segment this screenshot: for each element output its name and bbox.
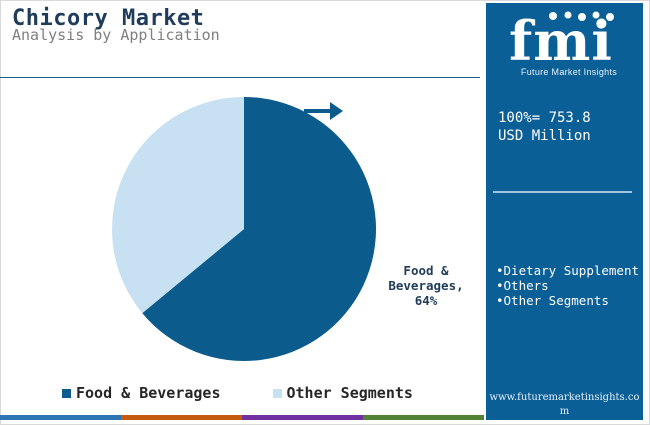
accent-bar-purple — [242, 415, 363, 420]
accent-bar — [0, 415, 484, 420]
chart-legend: Food & Beverages Other Segments — [62, 384, 413, 402]
legend-label-other-segments: Other Segments — [286, 384, 413, 402]
accent-bar-orange — [121, 415, 242, 420]
market-total-unit: USD Million — [498, 128, 591, 144]
legend-item-food-beverages: Food & Beverages — [62, 384, 221, 402]
legend-label-food-beverages: Food & Beverages — [76, 384, 221, 402]
legend-swatch-other-segments — [272, 388, 282, 398]
pie-slice-food-beverages — [142, 97, 376, 361]
logo-wordmark: fmi — [509, 9, 613, 73]
page-title: Chicory Market — [12, 6, 205, 31]
market-total: 100%= 753.8 USD Million — [498, 109, 638, 145]
header-divider — [0, 77, 480, 78]
pie-chart — [111, 97, 376, 361]
panel-divider — [493, 191, 632, 193]
pie-chart-area — [0, 80, 484, 380]
website-url: www.futuremarketinsights.com — [489, 392, 640, 417]
logo-tagline: Future Market Insights — [520, 67, 618, 77]
arrow-right-icon — [304, 102, 343, 120]
market-total-value: 100%= 753.8 — [498, 110, 591, 126]
info-panel: fmi Future Market Insights 100%= 753.8 U… — [486, 3, 643, 420]
legend-item-other-segments: Other Segments — [272, 384, 413, 402]
slice-label-food-beverages: Food & Beverages, 64% — [388, 263, 464, 308]
page-subtitle: Analysis by Application — [12, 26, 220, 44]
logo-icons — [549, 11, 614, 21]
accent-bar-blue — [0, 415, 121, 420]
list-item: Others — [496, 278, 642, 293]
accent-bar-green — [363, 415, 484, 420]
pie-slice-other-segments — [111, 97, 244, 314]
list-item: Other Segments — [496, 293, 642, 308]
list-item: Dietary Supplement — [496, 263, 642, 278]
other-segments-list: Dietary Supplement Others Other Segments — [496, 263, 642, 308]
legend-swatch-food-beverages — [62, 388, 71, 398]
fmi-logo: fmi Future Market Insights — [493, 7, 636, 81]
